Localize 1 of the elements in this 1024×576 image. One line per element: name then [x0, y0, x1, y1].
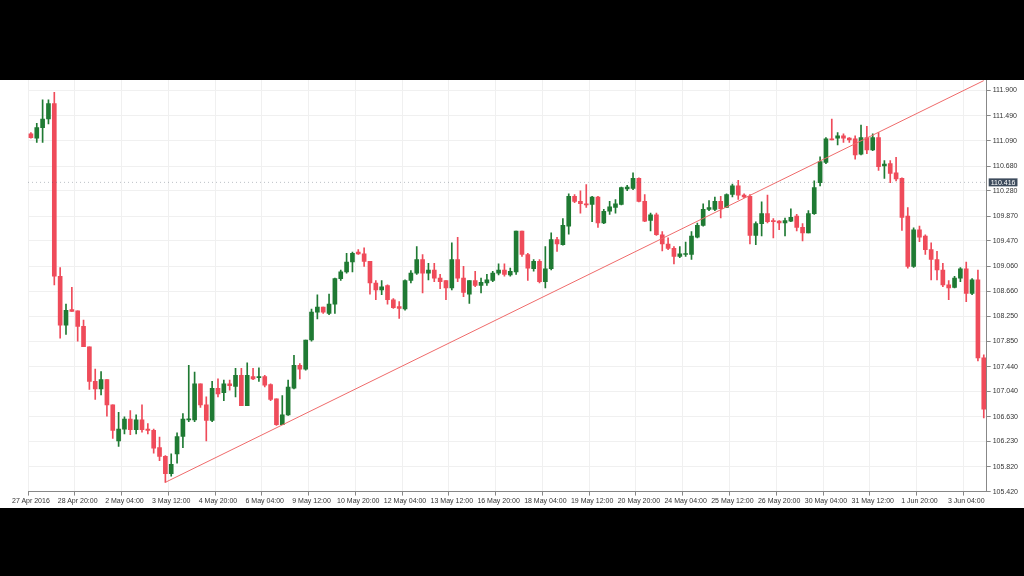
candlestick — [829, 118, 835, 141]
